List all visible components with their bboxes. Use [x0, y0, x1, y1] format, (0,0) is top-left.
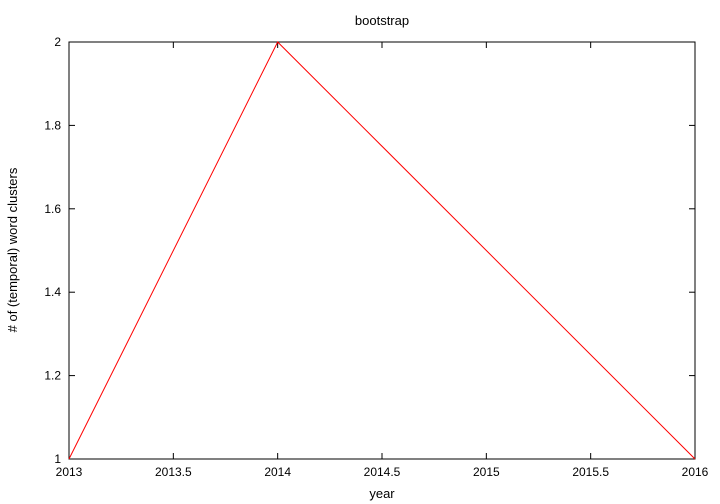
- x-tick-label: 2015: [473, 465, 500, 479]
- plot-frame: [68, 41, 696, 460]
- x-tick-label: 2013.5: [155, 465, 192, 479]
- x-tick-label: 2014: [264, 465, 291, 479]
- y-tick-label: 1: [54, 452, 61, 466]
- series-layer: [68, 41, 696, 460]
- x-tick-label: 2013: [56, 465, 83, 479]
- x-tick-label: 2016: [682, 465, 709, 479]
- x-axis-title: year: [369, 486, 395, 501]
- x-axis: 2013 2013.5 2014 2014.5 2015 2015.5 2016: [56, 42, 709, 479]
- chart-title: bootstrap: [355, 13, 409, 28]
- y-axis: 1 1.2 1.4 1.6 1.8 2: [44, 35, 695, 466]
- y-tick-label: 1.2: [44, 369, 61, 383]
- y-tick-label: 1.6: [44, 202, 61, 216]
- y-axis-title: # of (temporal) word clusters: [5, 167, 20, 332]
- y-tick-label: 1.8: [44, 118, 61, 132]
- x-tick-label: 2015.5: [572, 465, 609, 479]
- x-tick-label: 2014.5: [364, 465, 401, 479]
- y-tick-label: 2: [54, 35, 61, 49]
- y-tick-label: 1.4: [44, 285, 61, 299]
- series-line: [68, 41, 696, 460]
